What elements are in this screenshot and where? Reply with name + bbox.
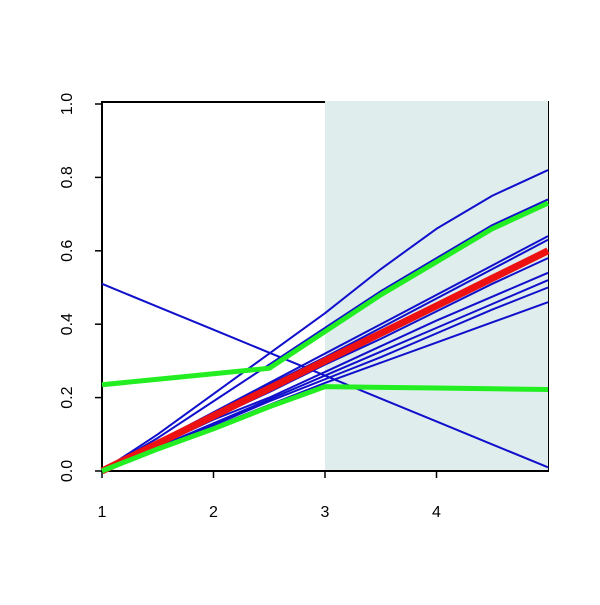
shaded-region: [325, 101, 548, 470]
series-line: [101, 200, 550, 388]
y-tick-label: 0.2: [59, 386, 76, 408]
series-line: [101, 198, 549, 472]
y-tick-label: 0.0: [59, 460, 76, 482]
series-line: [100, 247, 550, 475]
y-tick-label: 0.4: [59, 313, 76, 335]
series-line: [101, 282, 549, 469]
x-tick-label: 2: [209, 504, 218, 521]
x-tick-label: 3: [321, 504, 330, 521]
series-line: [101, 384, 549, 474]
x-tick-label: 1: [98, 504, 107, 521]
y-tick-label: 1.0: [59, 93, 76, 115]
y-tick-label: 0.6: [59, 240, 76, 262]
series-line: [101, 169, 549, 472]
x-tick-label: 4: [432, 504, 441, 521]
y-tick-label: 0.8: [59, 166, 76, 188]
